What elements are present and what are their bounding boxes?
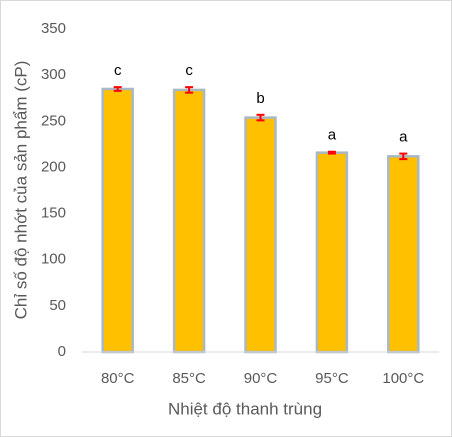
y-tick-label: 200 — [41, 158, 66, 175]
significance-letter: c — [114, 62, 122, 79]
x-tick-label: 95°C — [315, 370, 349, 387]
significance-letter: a — [399, 129, 408, 146]
bar — [172, 88, 206, 354]
significance-letter: b — [256, 90, 264, 107]
y-tick-label: 250 — [41, 112, 66, 129]
error-bar — [256, 113, 265, 122]
error-bar — [185, 86, 194, 94]
y-tick-label: 300 — [41, 66, 66, 83]
x-tick-label: 80°C — [101, 370, 135, 387]
significance-letter: c — [185, 62, 193, 79]
error-bar — [327, 150, 336, 155]
error-bar — [399, 152, 408, 161]
x-tick-label: 85°C — [172, 370, 206, 387]
error-bar — [113, 86, 122, 92]
y-tick-label: 350 — [41, 20, 66, 37]
bar — [101, 87, 134, 354]
significance-letter: a — [328, 127, 337, 144]
y-tick-label: 150 — [41, 205, 66, 222]
y-tick-label: 100 — [41, 251, 66, 268]
x-axis-label: Nhiệt độ thanh trùng — [168, 399, 322, 418]
x-tick-label: 100°C — [382, 370, 424, 387]
y-axis-label: Chỉ số độ nhớt của sản phẩm (cP) — [11, 61, 30, 320]
y-tick-label: 50 — [49, 297, 66, 314]
bar — [315, 151, 349, 354]
x-tick-label: 90°C — [244, 370, 278, 387]
bar — [387, 155, 420, 354]
y-tick-label: 0 — [58, 343, 66, 360]
bar — [244, 116, 277, 354]
